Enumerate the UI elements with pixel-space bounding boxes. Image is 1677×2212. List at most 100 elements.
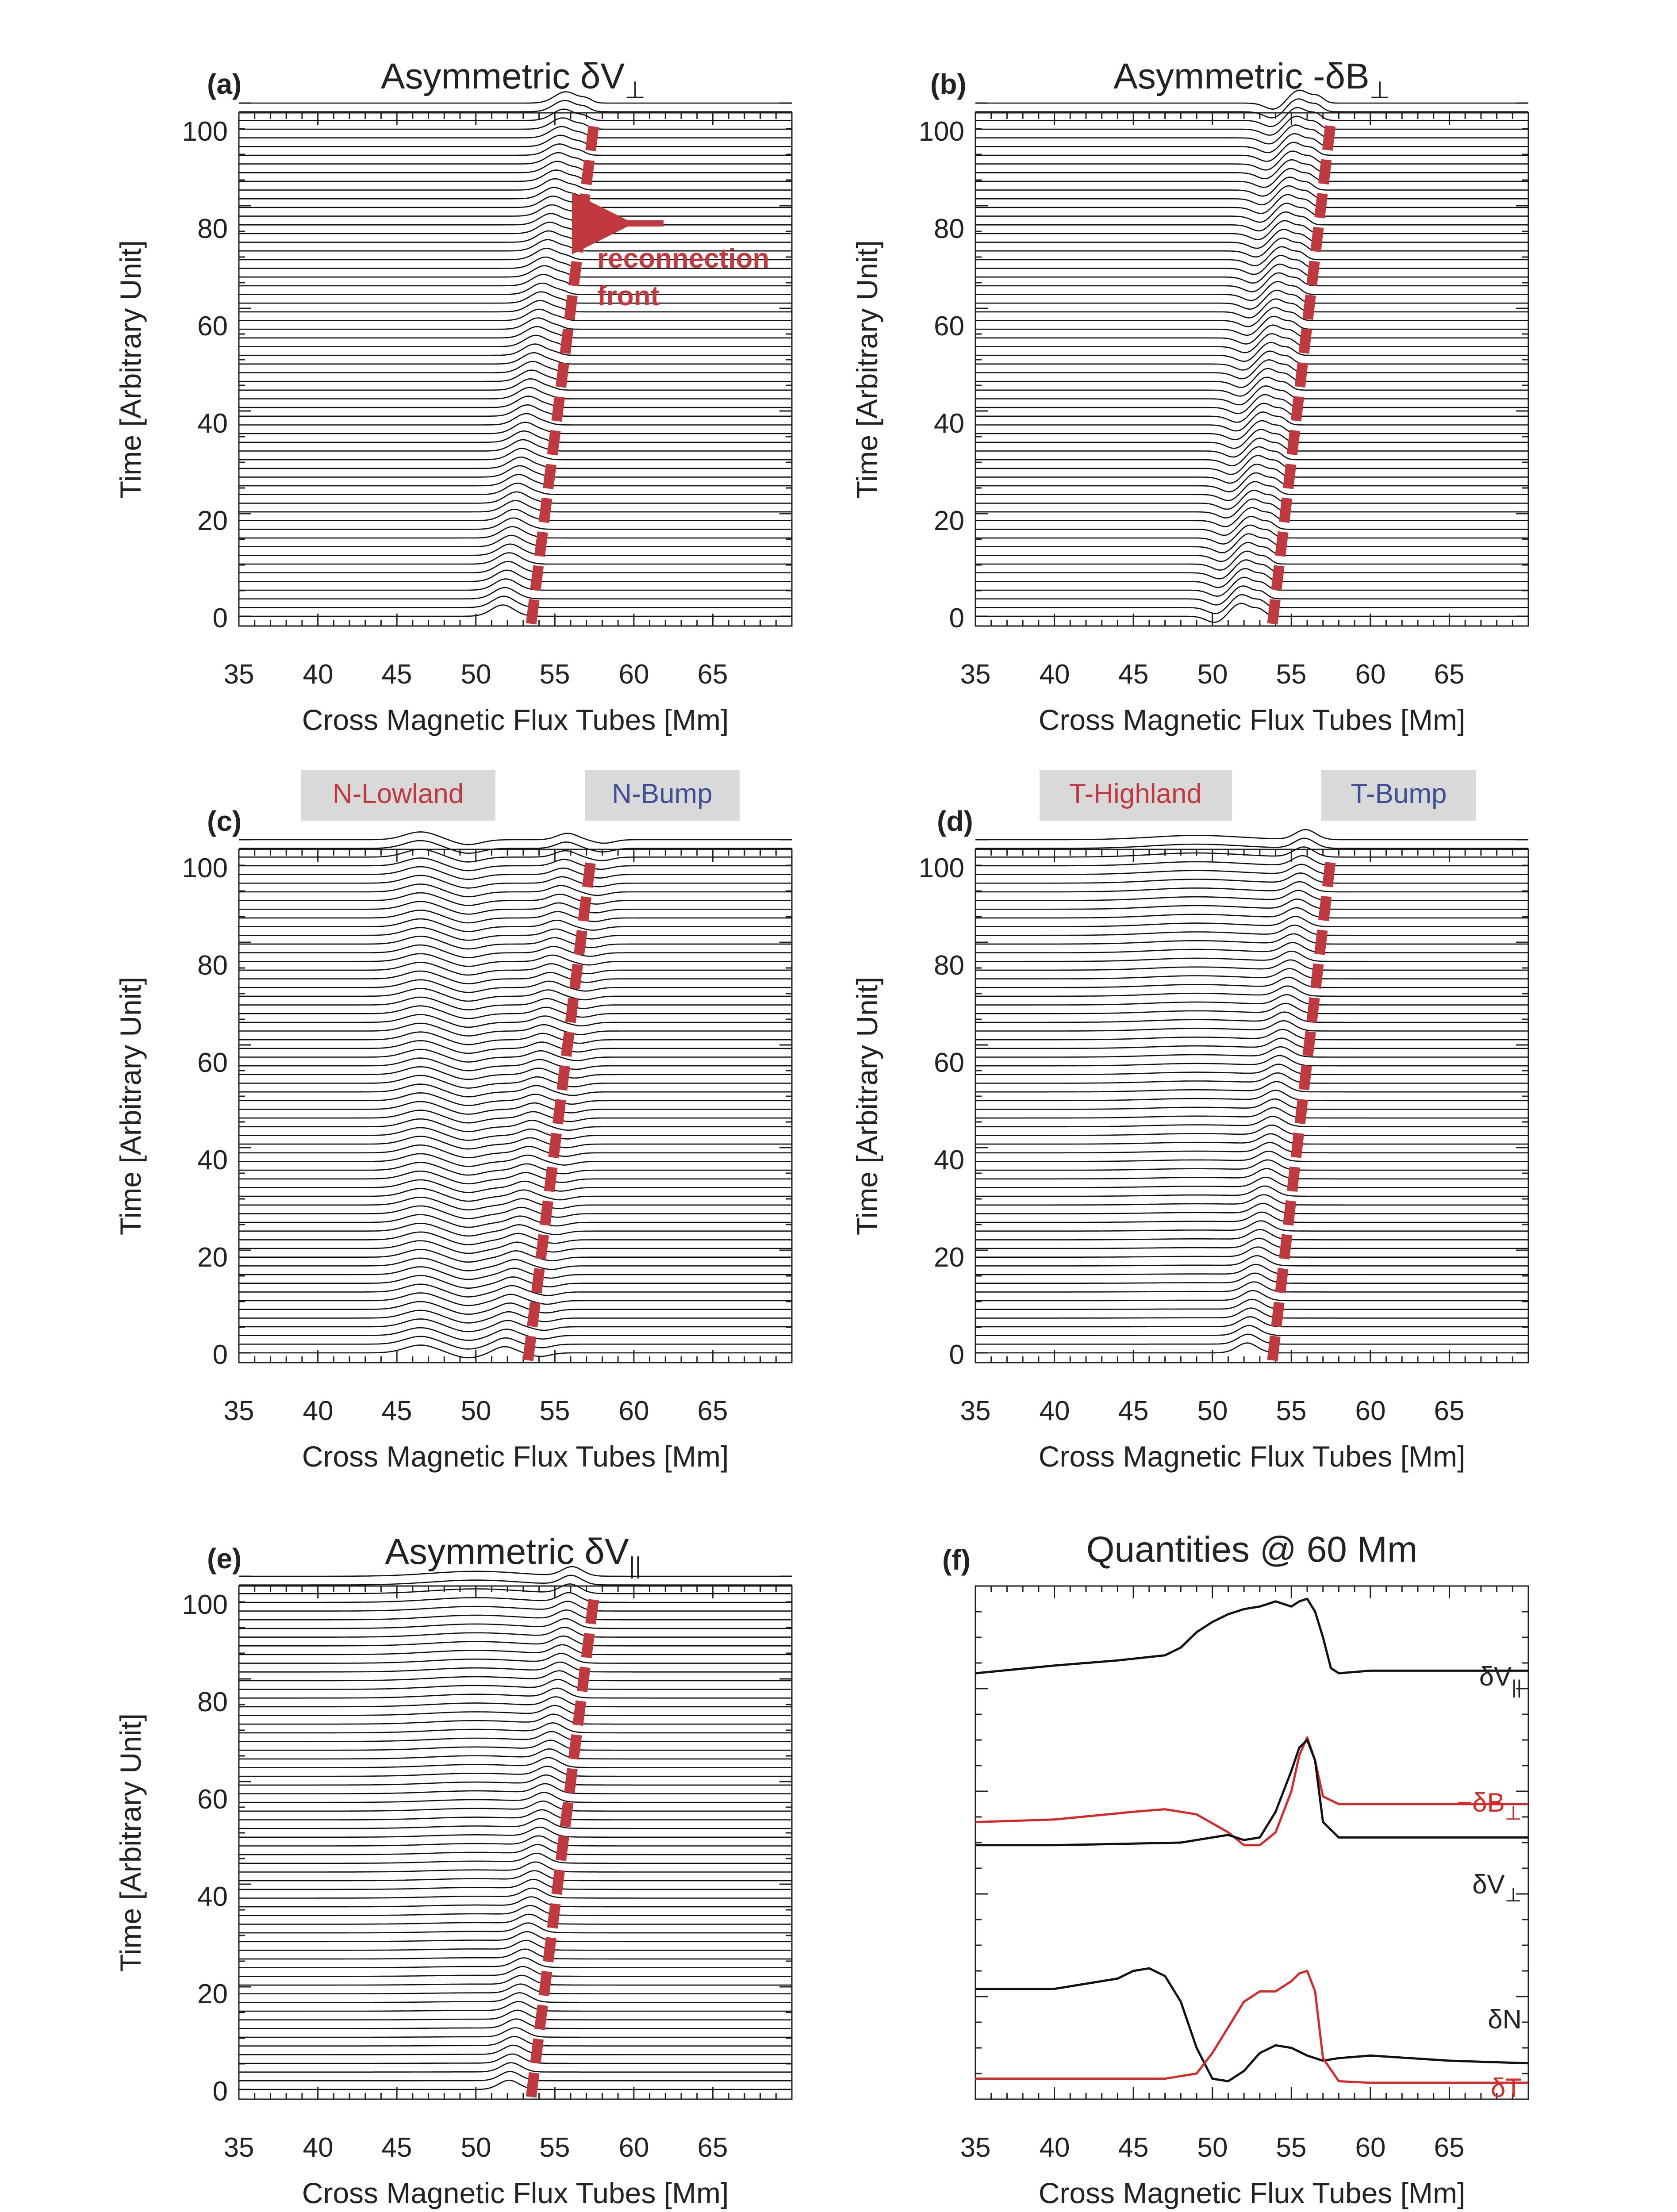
time-trace bbox=[239, 474, 792, 487]
time-trace bbox=[239, 100, 792, 112]
time-trace bbox=[239, 927, 792, 941]
time-trace bbox=[975, 211, 1528, 232]
time-trace bbox=[239, 866, 792, 880]
time-trace bbox=[239, 1800, 792, 1812]
panel-a-title: Asymmetric δV⊥ bbox=[381, 56, 645, 104]
time-trace bbox=[239, 108, 792, 121]
time-trace bbox=[975, 1090, 1528, 1102]
ytick-label: 20 bbox=[934, 1242, 964, 1273]
time-trace bbox=[975, 359, 1528, 380]
time-trace bbox=[239, 961, 792, 976]
time-trace bbox=[975, 559, 1528, 580]
time-trace bbox=[975, 463, 1528, 484]
front-annotation-line1: reconnection bbox=[597, 243, 769, 274]
time-trace bbox=[975, 1055, 1528, 1067]
time-trace bbox=[975, 968, 1528, 979]
ytick-label: 20 bbox=[934, 506, 964, 536]
time-trace bbox=[239, 378, 792, 391]
time-trace bbox=[975, 1333, 1528, 1345]
time-trace bbox=[239, 1083, 792, 1098]
plot-frame bbox=[975, 112, 1529, 627]
time-trace bbox=[975, 507, 1528, 527]
time-trace bbox=[239, 1292, 792, 1306]
xtick-label: 45 bbox=[1118, 659, 1149, 690]
time-trace bbox=[239, 117, 792, 130]
time-trace bbox=[975, 498, 1528, 519]
panel-d-xlabel: Cross Magnetic Flux Tubes [Mm] bbox=[1039, 1440, 1466, 1473]
time-trace bbox=[239, 1248, 792, 1263]
reconnection-front-line bbox=[1267, 856, 1336, 1361]
time-trace bbox=[239, 2062, 792, 2073]
time-trace bbox=[975, 1002, 1528, 1014]
time-trace bbox=[239, 1983, 792, 1994]
xtick-label: 60 bbox=[619, 659, 649, 690]
xtick-label: 40 bbox=[1040, 659, 1070, 690]
time-trace bbox=[239, 352, 792, 365]
ytick-label: 40 bbox=[934, 408, 964, 439]
time-trace bbox=[975, 177, 1528, 197]
time-trace bbox=[239, 1757, 792, 1768]
time-trace bbox=[239, 152, 792, 165]
panel-c-ylabel: Time [Arbitrary Unit] bbox=[114, 977, 147, 1235]
panel-c-letter: (c) bbox=[207, 805, 242, 837]
time-trace bbox=[239, 1583, 792, 1594]
xtick-label: 65 bbox=[698, 2132, 728, 2163]
time-trace bbox=[975, 933, 1528, 945]
time-trace bbox=[239, 196, 792, 208]
time-trace bbox=[239, 161, 792, 173]
time-trace bbox=[975, 864, 1528, 875]
time-trace bbox=[239, 1048, 792, 1063]
time-trace bbox=[975, 585, 1528, 606]
xtick-label: 65 bbox=[1434, 1396, 1465, 1426]
time-trace bbox=[239, 508, 792, 521]
xtick-label: 45 bbox=[382, 659, 412, 690]
time-trace bbox=[239, 317, 792, 330]
xtick-label: 45 bbox=[382, 2132, 412, 2163]
ytick-label: 60 bbox=[197, 311, 228, 342]
xtick-label: 55 bbox=[1276, 659, 1307, 690]
time-trace bbox=[239, 979, 792, 993]
time-trace bbox=[975, 107, 1528, 127]
time-trace bbox=[239, 465, 792, 478]
time-trace bbox=[239, 1818, 792, 1829]
time-trace bbox=[239, 1948, 792, 1960]
time-trace bbox=[239, 1713, 792, 1725]
panel-c-yticklabels: 0 20 40 60 80 100 bbox=[182, 853, 228, 1370]
time-trace bbox=[975, 438, 1528, 458]
time-trace bbox=[975, 594, 1528, 614]
time-trace bbox=[239, 2018, 792, 2029]
series-label-dt: δT bbox=[1491, 2073, 1522, 2103]
panel-a-ylabel: Time [Arbitrary Unit] bbox=[114, 240, 147, 499]
time-trace bbox=[975, 1194, 1528, 1206]
time-trace bbox=[239, 187, 792, 200]
time-trace bbox=[975, 994, 1528, 1006]
time-trace bbox=[975, 324, 1528, 345]
time-trace bbox=[239, 500, 792, 513]
time-trace bbox=[239, 1835, 792, 1847]
time-trace bbox=[239, 1644, 792, 1655]
time-trace bbox=[239, 987, 792, 1002]
time-trace bbox=[239, 1327, 792, 1341]
time-trace bbox=[239, 422, 792, 434]
time-trace bbox=[239, 1040, 792, 1054]
panel-e: (e) Asymmetric δV|| 35 40 45 50 55 60 65… bbox=[114, 1532, 793, 2209]
ytick-label: 100 bbox=[182, 116, 228, 147]
time-trace bbox=[239, 1661, 792, 1673]
time-trace bbox=[239, 1913, 792, 1925]
time-trace bbox=[975, 150, 1528, 171]
time-trace bbox=[239, 1722, 792, 1734]
time-trace bbox=[239, 1852, 792, 1864]
region-label-n-bump: N-Bump bbox=[612, 779, 712, 809]
time-trace bbox=[239, 248, 792, 261]
time-trace bbox=[239, 1179, 792, 1193]
time-trace bbox=[239, 326, 792, 339]
time-trace bbox=[239, 204, 792, 217]
ytick-label: 40 bbox=[197, 1882, 228, 1912]
time-trace bbox=[975, 568, 1528, 588]
time-trace bbox=[239, 273, 792, 287]
time-trace bbox=[975, 1133, 1528, 1145]
xtick-label: 40 bbox=[1040, 1396, 1070, 1426]
time-trace bbox=[239, 178, 792, 191]
time-trace bbox=[975, 1150, 1528, 1162]
time-trace bbox=[975, 1072, 1528, 1084]
